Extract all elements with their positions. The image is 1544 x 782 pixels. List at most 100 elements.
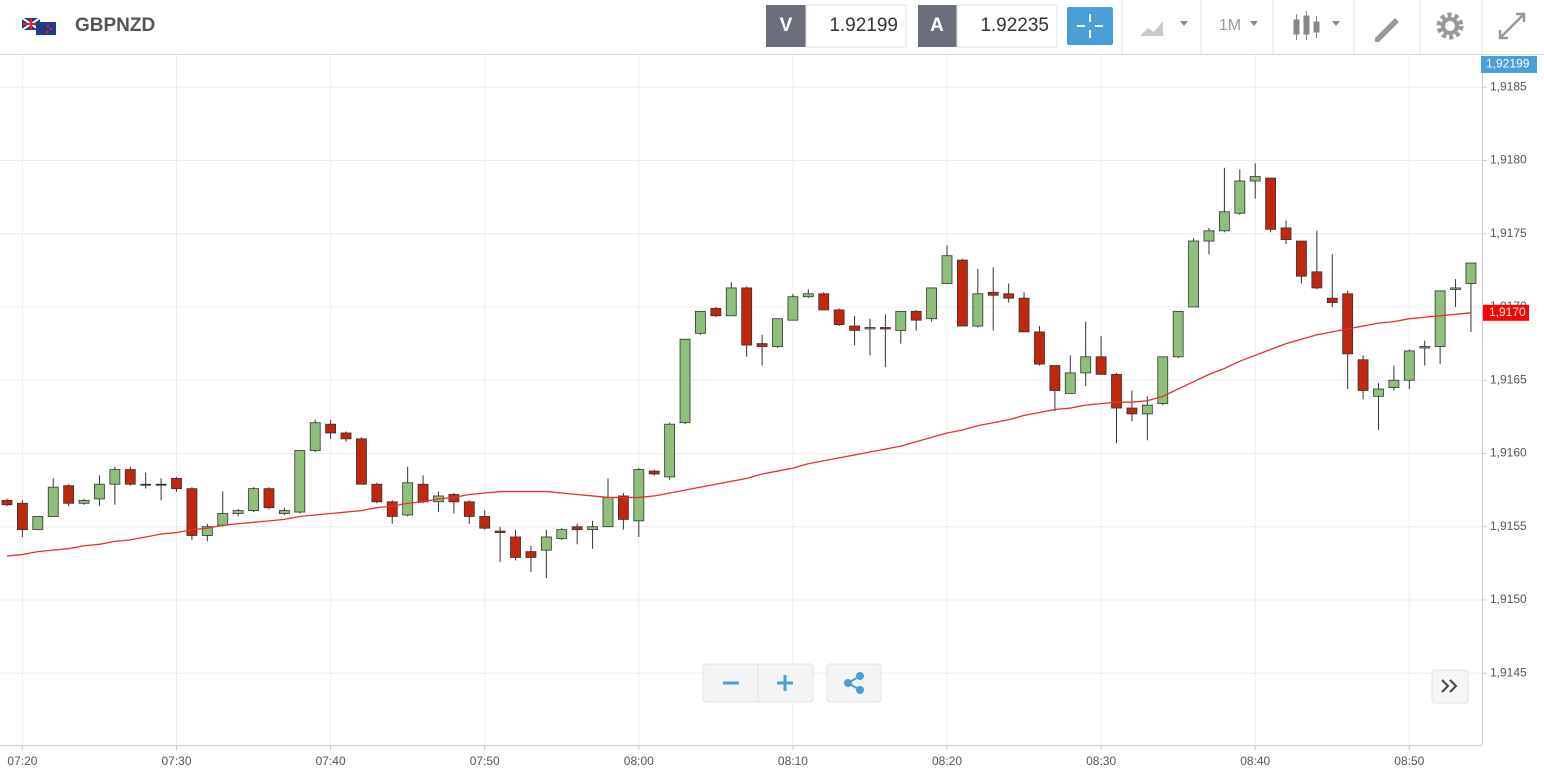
candle-body: [741, 287, 753, 346]
header: GBPNZD V 1.92199 A 1.92235 1M: [0, 0, 1544, 55]
timeframe[interactable]: 1M: [1219, 17, 1241, 34]
plot: [0, 55, 1482, 745]
y-tick-label: 1,9165: [1490, 372, 1527, 386]
candle-body: [1326, 297, 1338, 303]
scroll-end-button[interactable]: [1431, 669, 1469, 704]
flag: [21, 17, 56, 35]
crosshair-button[interactable]: [1067, 7, 1113, 45]
candle-body: [1465, 262, 1477, 284]
zoom-in[interactable]: [777, 675, 793, 691]
ask-label: A: [930, 15, 944, 36]
x-tick-label: 07:40: [316, 754, 346, 768]
candle-body: [1, 499, 13, 506]
candle-body: [1203, 230, 1215, 242]
candle-body: [1064, 372, 1076, 394]
x-tick-label: 07:20: [7, 754, 37, 768]
candle-body: [109, 469, 121, 485]
candle-body: [895, 310, 907, 331]
candle-body: [725, 287, 737, 317]
candle-body: [94, 483, 105, 500]
bid-label: V: [780, 15, 793, 36]
candle-body: [587, 526, 598, 531]
candle-body: [78, 499, 90, 504]
candle-body: [402, 482, 414, 516]
x-tick-label: 08:00: [624, 754, 654, 768]
settings-button[interactable]: [1436, 12, 1464, 40]
candle-body: [309, 422, 321, 451]
candle-body: [124, 469, 136, 485]
candle-body: [972, 293, 984, 327]
candle-body: [1403, 350, 1415, 381]
candle-body: [695, 310, 706, 334]
candle-body: [571, 526, 583, 531]
price-tags: 1,9170 1,92199: [1481, 56, 1537, 321]
y-tick-label: 1,9175: [1490, 226, 1527, 240]
candle-body: [1388, 379, 1400, 388]
candle-body: [787, 296, 799, 321]
candle-body: [1172, 310, 1184, 358]
candle-body: [201, 526, 213, 536]
x-tick-label: 08:20: [932, 754, 962, 768]
y-tick-label: 1,9160: [1490, 446, 1527, 460]
candle-body: [63, 485, 75, 504]
candle-body: [17, 502, 28, 531]
ask-button[interactable]: [918, 5, 957, 47]
symbol: GBPNZD: [75, 15, 155, 36]
bid-value: 1.92199: [829, 15, 898, 36]
candle-body: [1003, 293, 1015, 299]
candle-body: [1141, 404, 1153, 415]
chart-type-button[interactable]: [1140, 21, 1188, 36]
candle-body: [479, 516, 491, 529]
candle-body: [602, 497, 614, 528]
ma-value-tag: [1483, 304, 1529, 321]
candle-style-button[interactable]: [1293, 11, 1340, 40]
bid-box: [805, 4, 907, 48]
candle-body: [248, 488, 259, 512]
x-tick-label: 07:30: [161, 754, 191, 768]
ma-value-label: 1,9170: [1489, 305, 1526, 319]
candle-body: [1450, 287, 1461, 290]
candle-body: [987, 291, 999, 296]
candle-body: [463, 501, 475, 517]
fullscreen-button[interactable]: [1498, 12, 1526, 40]
y-tick-label: 1,9150: [1490, 592, 1527, 606]
candle-body: [340, 432, 352, 440]
bid-button[interactable]: [766, 5, 806, 47]
moving-average-line: [6, 312, 1472, 557]
candle-body: [540, 536, 552, 551]
price-tag-bg: [1481, 56, 1537, 73]
candle-body: [849, 325, 860, 331]
candle-body: [1034, 331, 1045, 365]
candle-body: [802, 293, 814, 298]
candle-body: [556, 529, 568, 539]
candle-body: [140, 483, 152, 486]
candle-body: [957, 259, 968, 327]
candle-body: [155, 483, 167, 486]
candle-body: [926, 287, 937, 320]
candle-body: [278, 510, 290, 514]
candle-body: [510, 536, 521, 558]
candle-body: [32, 516, 44, 531]
candle-body: [664, 423, 676, 478]
candle-body: [772, 318, 783, 347]
candle-body: [1111, 373, 1122, 409]
y-tick-label: 1,9145: [1490, 665, 1527, 679]
y-tick-label: 1,9185: [1490, 79, 1527, 93]
price-tag: 1,92199: [1486, 57, 1530, 71]
draw-button[interactable]: [1375, 18, 1399, 42]
candle-body: [1419, 346, 1431, 349]
candle-body: [263, 488, 275, 509]
y-tick-label: 1,9155: [1490, 519, 1527, 533]
candle-body: [494, 530, 506, 533]
candle-body: [1157, 356, 1169, 405]
candle-body: [232, 510, 244, 514]
share-button[interactable]: [826, 663, 882, 703]
candle-body: [910, 310, 922, 321]
candle-body: [386, 501, 398, 517]
candle-body: [833, 309, 845, 325]
timeframe-caret: [1250, 21, 1258, 26]
candle-body: [618, 495, 629, 520]
candle-body: [1357, 359, 1369, 391]
